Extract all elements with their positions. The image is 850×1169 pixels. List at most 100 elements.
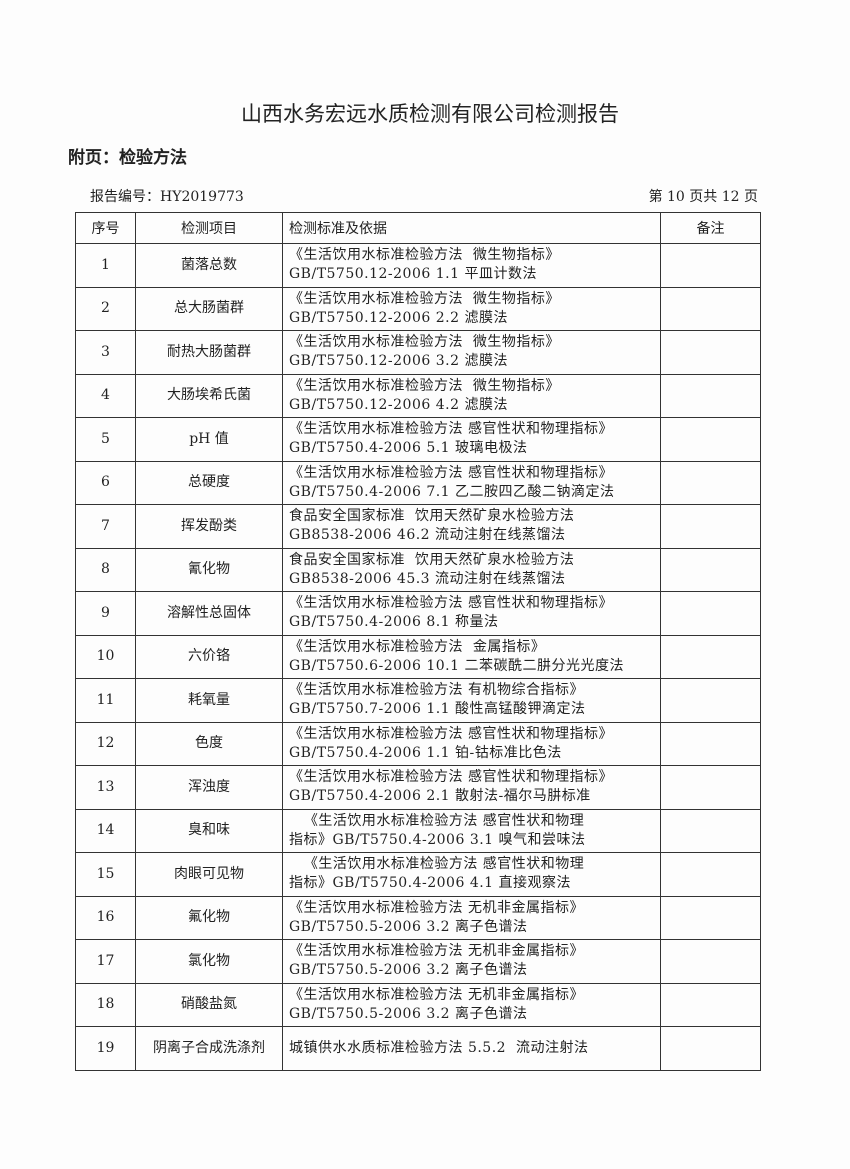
- test-item: 六价铬: [135, 634, 283, 679]
- standard-line-2: GB/T5750.4-2006 2.1 散射法-福尔马肼标准: [289, 788, 591, 805]
- test-item: 氯化物: [135, 939, 283, 984]
- note: [660, 547, 761, 592]
- row-number: 15: [75, 852, 136, 897]
- table-row: 4 大肠埃希氏菌 《生活饮用水标准检验方法 微生物指标》 GB/T5750.12-…: [75, 373, 761, 418]
- standard-line-2: GB/T5750.12-2006 3.2 滤膜法: [289, 353, 508, 370]
- method-table: 序号 检测项目 检测标准及依据 备注 1 菌落总数 《生活饮用水标准检验方法 微…: [75, 212, 761, 1071]
- table-row: 13 浑浊度 《生活饮用水标准检验方法 感官性状和物理指标》 GB/T5750.4…: [75, 765, 761, 810]
- standard-line-2: GB/T5750.12-2006 1.1 平皿计数法: [289, 266, 537, 283]
- test-standard: 《生活饮用水标准检验方法 无机非金属指标》 GB/T5750.5-2006 3.2…: [282, 895, 661, 940]
- standard-line-1: 《生活饮用水标准检验方法 金属指标》: [289, 638, 546, 655]
- standard-line-2: GB/T5750.7-2006 1.1 酸性高锰酸钾滴定法: [289, 701, 586, 718]
- standard-line-1: 《生活饮用水标准检验方法 无机非金属指标》: [289, 986, 584, 1003]
- note: [660, 895, 761, 940]
- appendix-heading: 附页：检验方法: [68, 148, 187, 168]
- test-item: 氟化物: [135, 895, 283, 940]
- standard-line-1: 《生活饮用水标准检验方法 微生物指标》: [289, 247, 560, 264]
- header-standard: 检测标准及依据: [282, 212, 661, 244]
- standard-line-1: 《生活饮用水标准检验方法 感官性状和物理指标》: [289, 595, 613, 612]
- table-row: 19 阴离子合成洗涤剂 城镇供水水质标准检验方法 5.5.2 流动注射法: [75, 1026, 761, 1071]
- note: [660, 243, 761, 288]
- row-number: 18: [75, 982, 136, 1027]
- header-note: 备注: [660, 212, 761, 244]
- test-standard: 《生活饮用水标准检验方法 感官性状和物理指标》 GB/T5750.4-2006 5…: [282, 417, 661, 462]
- test-item: 色度: [135, 721, 283, 766]
- row-number: 8: [75, 547, 136, 592]
- note: [660, 721, 761, 766]
- standard-line-1: 《生活饮用水标准检验方法 微生物指标》: [289, 290, 560, 307]
- test-standard: 《生活饮用水标准检验方法 感官性状和物理指标》 GB/T5750.4-2006 7…: [282, 460, 661, 505]
- row-number: 14: [75, 808, 136, 853]
- standard-line-1: 《生活饮用水标准检验方法 微生物指标》: [289, 377, 560, 394]
- table-row: 14 臭和味 《生活饮用水标准检验方法 感官性状和物理 指标》GB/T5750.4…: [75, 808, 761, 853]
- test-standard: 《生活饮用水标准检验方法 感官性状和物理指标》 GB/T5750.4-2006 2…: [282, 765, 661, 810]
- test-item: 耐热大肠菌群: [135, 330, 283, 375]
- note: [660, 591, 761, 636]
- table-row: 15 肉眼可见物 《生活饮用水标准检验方法 感官性状和物理 指标》GB/T5750…: [75, 852, 761, 897]
- table-row: 6 总硬度 《生活饮用水标准检验方法 感官性状和物理指标》 GB/T5750.4-…: [75, 460, 761, 505]
- standard-line-1: 城镇供水水质标准检验方法 5.5.2 流动注射法: [289, 1039, 589, 1056]
- test-item: 大肠埃希氏菌: [135, 373, 283, 418]
- row-number: 19: [75, 1026, 136, 1071]
- test-item: 臭和味: [135, 808, 283, 853]
- note: [660, 939, 761, 984]
- standard-line-2: GB/T5750.4-2006 8.1 称量法: [289, 614, 499, 631]
- test-item: 总大肠菌群: [135, 286, 283, 331]
- standard-line-2: GB/T5750.6-2006 10.1 二苯碳酰二肼分光光度法: [289, 657, 624, 674]
- row-number: 6: [75, 460, 136, 505]
- table-row: 9 溶解性总固体 《生活饮用水标准检验方法 感官性状和物理指标》 GB/T5750…: [75, 591, 761, 636]
- table-header: 序号 检测项目 检测标准及依据 备注: [75, 212, 761, 244]
- standard-line-1: 食品安全国家标准 饮用天然矿泉水检验方法: [289, 508, 575, 525]
- table-row: 7 挥发酚类 食品安全国家标准 饮用天然矿泉水检验方法 GB8538-2006 4…: [75, 504, 761, 549]
- row-number: 16: [75, 895, 136, 940]
- test-item: 挥发酚类: [135, 504, 283, 549]
- test-standard: 城镇供水水质标准检验方法 5.5.2 流动注射法: [282, 1026, 661, 1071]
- note: [660, 460, 761, 505]
- test-item: 总硬度: [135, 460, 283, 505]
- standard-line-2: 指标》GB/T5750.4-2006 4.1 直接观察法: [289, 875, 572, 892]
- standard-line-2: GB/T5750.12-2006 4.2 滤膜法: [289, 396, 508, 413]
- report-title: 山西水务宏远水质检测有限公司检测报告: [241, 102, 619, 126]
- test-item: 菌落总数: [135, 243, 283, 288]
- report-number: 报告编号：HY2019773: [90, 189, 244, 205]
- row-number: 9: [75, 591, 136, 636]
- row-number: 3: [75, 330, 136, 375]
- test-item: pH 值: [135, 417, 283, 462]
- test-item: 氰化物: [135, 547, 283, 592]
- note: [660, 678, 761, 723]
- standard-line-2: GB/T5750.12-2006 2.2 滤膜法: [289, 309, 508, 326]
- standard-line-1: 《生活饮用水标准检验方法 有机物综合指标》: [289, 682, 584, 699]
- row-number: 4: [75, 373, 136, 418]
- note: [660, 286, 761, 331]
- row-number: 1: [75, 243, 136, 288]
- note: [660, 634, 761, 679]
- note: [660, 417, 761, 462]
- test-standard: 食品安全国家标准 饮用天然矿泉水检验方法 GB8538-2006 46.2 流动注…: [282, 504, 661, 549]
- table-row: 10 六价铬 《生活饮用水标准检验方法 金属指标》 GB/T5750.6-2006…: [75, 634, 761, 679]
- table-row: 1 菌落总数 《生活饮用水标准检验方法 微生物指标》 GB/T5750.12-20…: [75, 243, 761, 288]
- table-row: 3 耐热大肠菌群 《生活饮用水标准检验方法 微生物指标》 GB/T5750.12-…: [75, 330, 761, 375]
- test-standard: 《生活饮用水标准检验方法 金属指标》 GB/T5750.6-2006 10.1 二…: [282, 634, 661, 679]
- header-item: 检测项目: [135, 212, 283, 244]
- standard-line-1: 《生活饮用水标准检验方法 感官性状和物理指标》: [289, 421, 613, 438]
- standard-line-1: 《生活饮用水标准检验方法 感官性状和物理: [289, 856, 585, 873]
- standard-line-2: GB/T5750.4-2006 1.1 铂-钴标准比色法: [289, 744, 562, 761]
- note: [660, 982, 761, 1027]
- standard-line-1: 《生活饮用水标准检验方法 无机非金属指标》: [289, 899, 584, 916]
- table-row: 5 pH 值 《生活饮用水标准检验方法 感官性状和物理指标》 GB/T5750.4…: [75, 417, 761, 462]
- standard-line-2: GB8538-2006 45.3 流动注射在线蒸馏法: [289, 570, 566, 587]
- row-number: 12: [75, 721, 136, 766]
- note: [660, 373, 761, 418]
- row-number: 10: [75, 634, 136, 679]
- row-number: 7: [75, 504, 136, 549]
- standard-line-2: GB/T5750.5-2006 3.2 离子色谱法: [289, 1005, 528, 1022]
- test-item: 溶解性总固体: [135, 591, 283, 636]
- test-standard: 《生活饮用水标准检验方法 微生物指标》 GB/T5750.12-2006 1.1 …: [282, 243, 661, 288]
- note: [660, 504, 761, 549]
- test-standard: 《生活饮用水标准检验方法 感官性状和物理指标》 GB/T5750.4-2006 8…: [282, 591, 661, 636]
- page-number: 第 10 页共 12 页: [648, 189, 758, 205]
- table-row: 18 硝酸盐氮 《生活饮用水标准检验方法 无机非金属指标》 GB/T5750.5-…: [75, 982, 761, 1027]
- table-row: 16 氟化物 《生活饮用水标准检验方法 无机非金属指标》 GB/T5750.5-2…: [75, 895, 761, 940]
- test-item: 硝酸盐氮: [135, 982, 283, 1027]
- note: [660, 808, 761, 853]
